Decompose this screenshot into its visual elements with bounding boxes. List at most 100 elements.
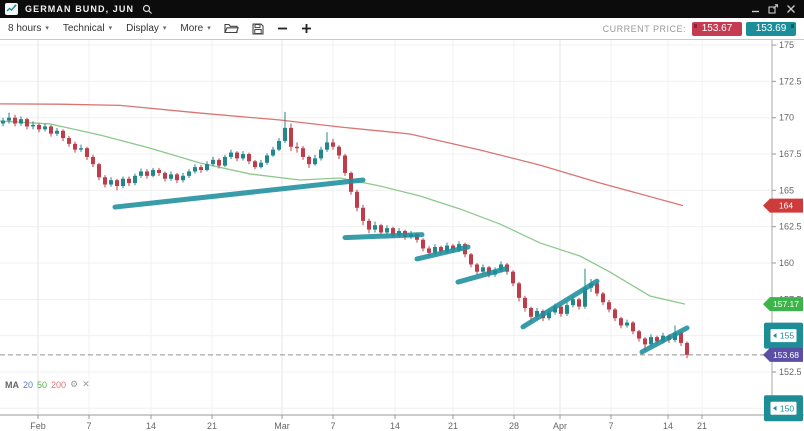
candle-body	[427, 248, 431, 253]
candle-body	[343, 155, 347, 173]
x-axis-label: 21	[207, 421, 217, 431]
timeframe-dropdown[interactable]: 8 hours ▾	[8, 23, 49, 34]
price-tag[interactable]	[763, 347, 803, 362]
price-chart[interactable]: 175172.5170167.5165162.5160157.5155152.5…	[0, 40, 804, 431]
trendlines[interactable]	[112, 177, 690, 355]
y-axis-label: 172.5	[779, 76, 802, 86]
candle-body	[385, 228, 389, 233]
current-price-label: CURRENT PRICE:	[602, 23, 686, 34]
candle-body	[211, 159, 215, 165]
candle-body	[451, 245, 455, 250]
y-axis-label: 175	[779, 40, 794, 50]
price-markers[interactable]: 164 157.17 155 153.68 150	[0, 198, 803, 422]
candle-body	[265, 155, 269, 163]
close-indicator-icon[interactable]: ✕	[82, 379, 90, 389]
x-axis-label: 14	[663, 421, 673, 431]
candle-body	[163, 172, 167, 179]
candle-body	[49, 126, 53, 134]
ma-legend: MA 20 50 200 ⚙ ✕	[5, 379, 90, 390]
candle-body	[619, 318, 623, 326]
price-tag[interactable]	[763, 297, 803, 312]
x-axis-label: Mar	[274, 421, 290, 431]
x-axis-label: Apr	[553, 421, 567, 431]
display-dropdown[interactable]: Display ▾	[126, 23, 166, 34]
price-level-label: 155	[780, 331, 794, 341]
candle-body	[25, 119, 29, 127]
candle-body	[307, 156, 311, 165]
candle-body	[571, 299, 575, 306]
bid-price-badge[interactable]: 153.67	[692, 21, 742, 36]
candle-body	[193, 167, 197, 172]
popout-icon[interactable]	[768, 4, 779, 14]
candle-body	[271, 149, 275, 156]
candle-body	[37, 124, 41, 130]
candle-body	[421, 239, 425, 249]
y-axis-label: 160	[779, 258, 794, 268]
candle-body	[103, 177, 107, 185]
candle-body	[175, 174, 179, 181]
candle-body	[301, 148, 305, 157]
y-axis-label: 162.5	[779, 222, 802, 232]
candle-body	[79, 148, 83, 150]
candle-body	[199, 167, 203, 171]
candle-body	[637, 331, 641, 339]
technical-label: Technical	[62, 23, 105, 34]
save-icon[interactable]	[252, 22, 264, 35]
candle-body	[535, 310, 539, 317]
candle-body	[499, 264, 503, 271]
zoom-in-icon[interactable]	[301, 23, 312, 34]
candle-body	[7, 117, 11, 121]
candle-body	[481, 267, 485, 272]
x-axis-label: 7	[86, 421, 91, 431]
instrument-title: GERMAN BUND, JUN	[25, 4, 135, 14]
candle-body	[601, 293, 605, 303]
candle-body	[253, 161, 257, 168]
price-tag[interactable]	[763, 198, 803, 213]
technical-dropdown[interactable]: Technical ▾	[63, 23, 112, 34]
candle-body	[283, 127, 287, 141]
candlestick-series	[1, 111, 689, 359]
candle-body	[217, 159, 221, 166]
candle-body	[67, 138, 71, 144]
ask-price-badge[interactable]: 153.69	[746, 21, 796, 36]
candle-body	[649, 337, 653, 345]
candle-body	[583, 287, 587, 307]
ma50-line	[0, 120, 686, 305]
candle-body	[325, 142, 329, 150]
search-icon[interactable]	[142, 4, 153, 15]
x-axis-label: 28	[509, 421, 519, 431]
open-folder-icon[interactable]	[223, 23, 239, 34]
trendline	[639, 325, 690, 355]
candle-body	[133, 175, 137, 184]
candle-body	[127, 178, 131, 184]
candle-body	[91, 156, 95, 165]
candle-body	[313, 158, 317, 165]
gear-icon[interactable]: ⚙	[70, 379, 79, 389]
chart-area: 175172.5170167.5165162.5160157.5155152.5…	[0, 40, 804, 431]
more-label: More	[180, 23, 204, 34]
candle-body	[685, 342, 689, 355]
timeframe-label: 8 hours	[8, 23, 42, 34]
zoom-out-icon[interactable]	[277, 23, 288, 34]
trendline	[342, 232, 425, 241]
candle-body	[19, 119, 23, 124]
candle-body	[613, 309, 617, 319]
more-dropdown[interactable]: More ▾	[180, 23, 210, 34]
grid-lines	[0, 40, 772, 415]
minimize-icon[interactable]	[751, 4, 761, 14]
app-logo-icon	[5, 3, 18, 15]
price-tag-label: 164	[779, 201, 793, 211]
candle-body	[295, 146, 299, 149]
candle-body	[445, 245, 449, 252]
candle-body	[205, 164, 209, 171]
x-axis-label: 21	[697, 421, 707, 431]
x-axis-label: 7	[608, 421, 613, 431]
window-controls	[751, 4, 796, 14]
candle-body	[379, 225, 383, 233]
candle-body	[43, 126, 47, 130]
candle-body	[241, 154, 245, 159]
close-icon[interactable]	[786, 4, 796, 14]
moving-averages	[0, 103, 686, 305]
candle-body	[121, 178, 125, 186]
